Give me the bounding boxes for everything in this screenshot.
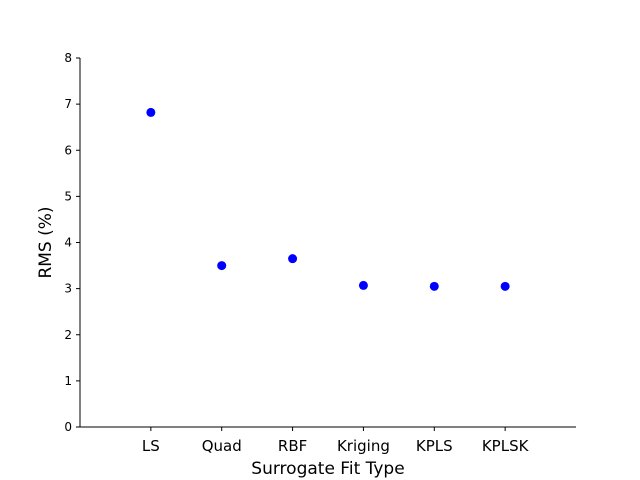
y-tick-label: 1 <box>64 374 72 388</box>
x-tick-label: RBF <box>278 437 307 455</box>
x-tick-label: LS <box>142 437 160 455</box>
x-axis-title: Surrogate Fit Type <box>251 459 404 479</box>
x-tick-label: Kriging <box>337 437 390 455</box>
y-tick-label: 0 <box>64 420 72 434</box>
x-axis-ticks: LS Quad RBF Kriging KPLS KPLSK <box>142 427 530 455</box>
y-tick-label: 7 <box>64 97 72 111</box>
y-axis-ticks: 0 1 2 3 4 5 6 7 8 <box>64 51 80 434</box>
x-tick-label: KPLS <box>416 437 453 455</box>
x-tick-label: Quad <box>202 437 242 455</box>
y-tick-label: 5 <box>64 189 72 203</box>
y-tick-label: 6 <box>64 143 72 157</box>
y-tick-label: 4 <box>64 236 72 250</box>
y-tick-label: 8 <box>64 51 72 65</box>
y-tick-label: 3 <box>64 282 72 296</box>
data-point-kplsk <box>500 281 510 291</box>
data-point-rbf <box>288 254 298 264</box>
x-tick-label: KPLSK <box>482 437 530 455</box>
y-tick-label: 2 <box>64 328 72 342</box>
data-point-ls <box>146 107 156 117</box>
data-point-kpls <box>429 281 439 291</box>
data-point-quad <box>217 261 227 271</box>
y-axis-title: RMS (%) <box>36 206 56 278</box>
data-points <box>146 107 510 291</box>
data-point-kriging <box>358 280 368 290</box>
